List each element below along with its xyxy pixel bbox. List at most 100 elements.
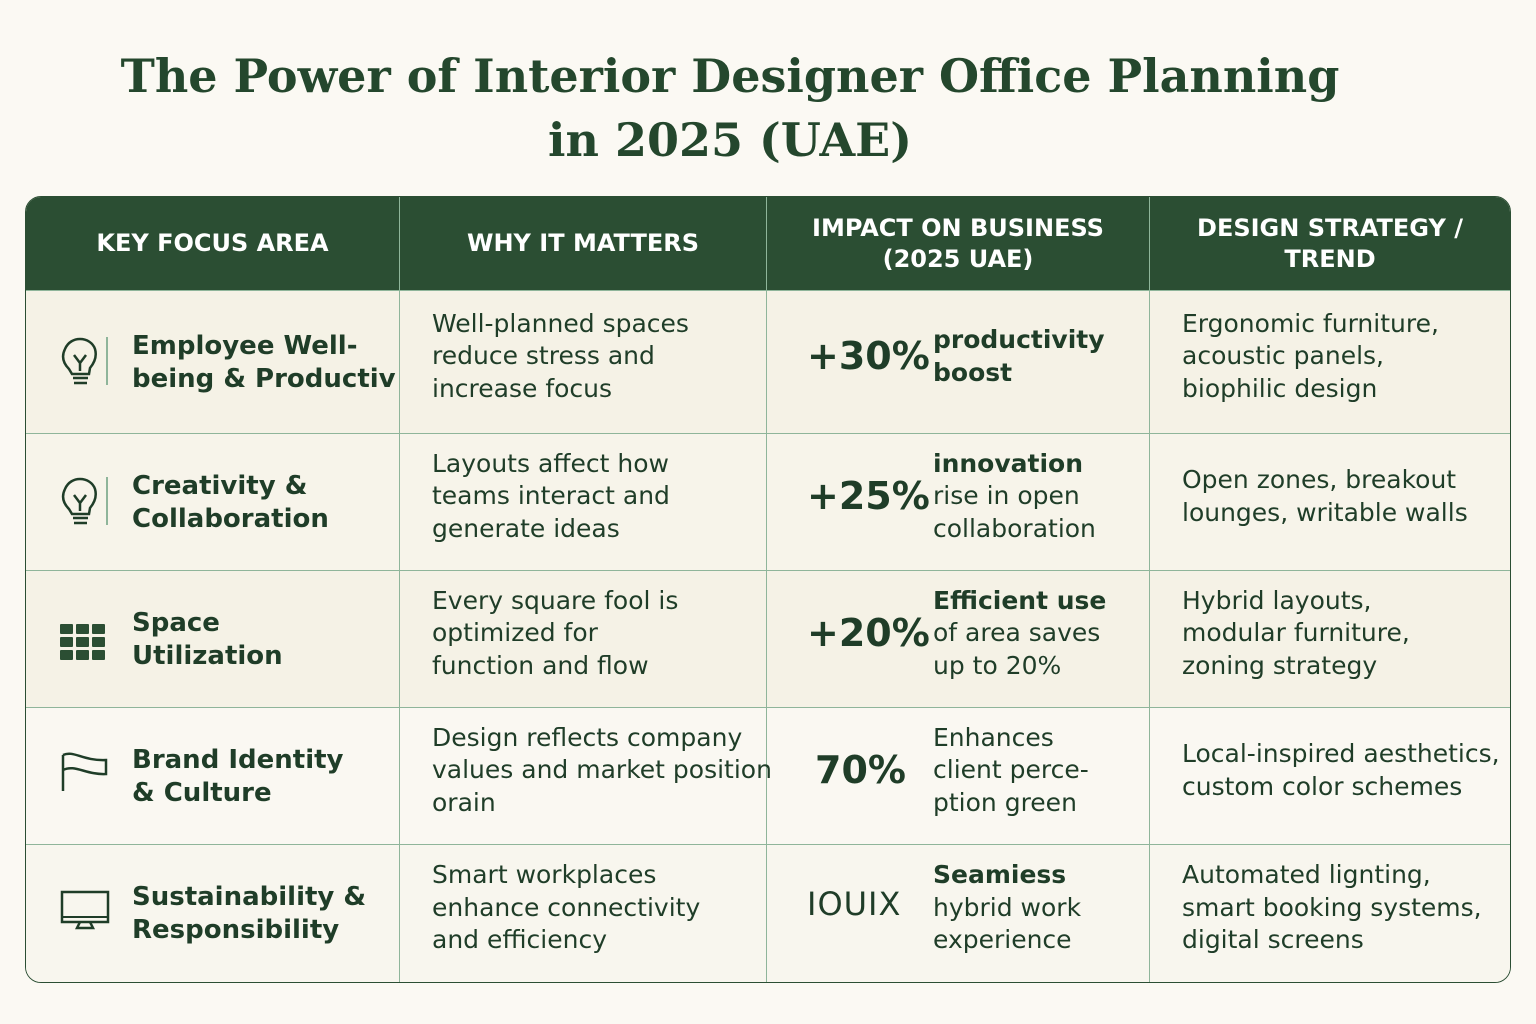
table-row: Space Utilization Every square fool is opt… [26, 570, 1510, 707]
focus-area-cell: Creativity & Collaboration [26, 434, 400, 570]
text-line: Open zones, breakout [1182, 465, 1457, 494]
why-text: Well-planned spaces reduce stress and incr… [432, 308, 689, 406]
impact-stat: +25% [807, 473, 930, 518]
text-line: collaboration [933, 513, 1096, 543]
text-line: boost [933, 357, 1013, 387]
design-strategy-cell: Open zones, breakout lounges, writable wa… [1150, 434, 1510, 570]
strategy-text: Ergonomic furniture, acoustic panels, biop… [1182, 308, 1439, 406]
text-line: & Culture [132, 777, 272, 808]
focus-area-label: Space Utilization [132, 607, 283, 673]
focus-area-cell: Brand Identity & Culture [26, 708, 400, 844]
text-line: Design reflects company [432, 722, 743, 752]
impact-cell: 70% Enhances client perce-ption green [767, 708, 1150, 844]
text-line: of area saves [933, 618, 1101, 648]
text-line: Smart workplaces [432, 860, 657, 890]
why-it-matters-cell: Layouts affect how teams interact and gene… [400, 434, 767, 570]
text-line: smart booking systems, [1182, 892, 1482, 922]
text-line: teams interact and [432, 481, 670, 511]
why-text: Smart workplaces enhance connectivity and … [432, 859, 700, 957]
impact-stat: +30% [807, 333, 930, 378]
text-line: Employee Well- [132, 330, 358, 361]
table-row: Employee Well-being & Productiv Well-pla… [26, 290, 1510, 433]
design-strategy-cell: Local-inspired aesthetics, custom color s… [1150, 708, 1510, 844]
comparison-table: KEY FOCUS AREA WHY IT MATTERS IMPACT ON … [25, 196, 1511, 983]
text-line: client perce- [933, 755, 1089, 785]
focus-area-cell: Space Utilization [26, 571, 400, 707]
table-row: Sustainability & Responsibility Smart wor… [26, 844, 1510, 982]
text-line: Creativity & [132, 470, 308, 501]
text-line: biophilic design [1182, 373, 1378, 403]
header-design-strategy: DESIGN STRATEGY / TREND [1150, 197, 1510, 290]
impact-text: productivity boost [933, 324, 1105, 389]
why-it-matters-cell: Design reflects company values and market… [400, 708, 772, 844]
text-line: ption green [933, 787, 1077, 817]
design-strategy-cell: Hybrid layouts, modular furniture, zoning … [1150, 571, 1510, 707]
why-text: Layouts affect how teams interact and gene… [432, 448, 670, 546]
text-line: hybrid work [933, 892, 1082, 922]
focus-area-label: Employee Well-being & Productiv [132, 330, 396, 396]
text-line: being & Productiv [132, 363, 396, 394]
lightbulb-icon [60, 473, 110, 533]
text-line: enhance connectivity [432, 892, 701, 922]
text-line: orain [432, 787, 496, 817]
text-line: function and flow [432, 650, 649, 680]
text-line: rise in open [933, 481, 1080, 511]
text-line: optimized for [432, 618, 598, 648]
strategy-text: Automated lignting, smart booking systems… [1182, 859, 1482, 957]
text-line: Brand Identity [132, 744, 344, 775]
table-row: Creativity & Collaboration Layouts affect… [26, 433, 1510, 570]
text-line: innovation [933, 448, 1083, 478]
table-header: KEY FOCUS AREA WHY IT MATTERS IMPACT ON … [26, 197, 1510, 290]
text-line: experience [933, 925, 1072, 955]
design-strategy-cell: Automated lignting, smart booking systems… [1150, 845, 1510, 982]
impact-cell: IOUIX Seamiess hybrid work experience [767, 845, 1150, 982]
grid-icon [60, 610, 110, 670]
text-line: lounges, writable walls [1182, 497, 1468, 527]
strategy-text: Hybrid layouts, modular furniture, zoning … [1182, 585, 1410, 683]
impact-stat: 70% [815, 747, 906, 792]
impact-text: Seamiess hybrid work experience [933, 859, 1081, 957]
text-line: modular furniture, [1182, 618, 1410, 648]
text-line: Utilization [132, 640, 283, 671]
text-line: Space [132, 607, 220, 638]
text-line: and efficiency [432, 925, 607, 955]
design-strategy-cell: Ergonomic furniture, acoustic panels, biop… [1150, 291, 1510, 433]
why-text: Design reflects company values and market… [432, 722, 772, 820]
text-line: reduce stress and [432, 341, 655, 371]
text-line: Responsibility [132, 915, 340, 945]
text-line: Efficient use [933, 585, 1107, 615]
focus-area-label: Creativity & Collaboration [132, 470, 329, 536]
impact-text: Efficient use of area saves up to 20% [933, 585, 1106, 683]
lightbulb-icon [60, 333, 110, 393]
title-line-2: in 2025 (UAE) [548, 113, 912, 167]
why-it-matters-cell: Smart workplaces enhance connectivity and … [400, 845, 767, 982]
focus-area-label: Sustainability & Responsibility [132, 881, 366, 947]
impact-text: innovation rise in open collaboration [933, 448, 1096, 546]
text-line: Hybrid layouts, [1182, 585, 1372, 615]
why-text: Every square fool is optimized for functio… [432, 585, 678, 683]
header-why-it-matters: WHY IT MATTERS [400, 197, 767, 290]
monitor-icon [60, 884, 110, 944]
strategy-text: Open zones, breakout lounges, writable wa… [1182, 464, 1468, 529]
why-it-matters-cell: Well-planned spaces reduce stress and incr… [400, 291, 767, 433]
impact-text: Enhances client perce-ption green [933, 722, 1089, 820]
text-line: Collaboration [132, 503, 329, 534]
header-strategy-text: DESIGN STRATEGY / TREND [1197, 213, 1463, 273]
text-line: Automated lignting, [1182, 860, 1431, 890]
text-line: productivity [933, 325, 1105, 354]
header-key-focus-area: KEY FOCUS AREA [26, 197, 400, 290]
text-line: increase focus [432, 373, 613, 403]
impact-cell: +25% innovation rise in open collaboration [767, 434, 1150, 570]
strategy-text: Local-inspired aesthetics, custom color s… [1182, 738, 1500, 803]
title-line-1: The Power of Interior Designer Office Pl… [120, 49, 1340, 103]
text-line: generate ideas [432, 513, 620, 543]
focus-area-label: Brand Identity & Culture [132, 744, 344, 810]
page-title: The Power of Interior Designer Office Pl… [0, 44, 1460, 172]
text-line: Enhances [933, 722, 1054, 752]
focus-area-cell: Employee Well-being & Productiv [26, 291, 400, 433]
focus-area-cell: Sustainability & Responsibility [26, 845, 400, 982]
text-line: zoning strategy [1182, 650, 1378, 680]
why-it-matters-cell: Every square fool is optimized for functio… [400, 571, 767, 707]
header-impact-on-business: IMPACT ON BUSINESS (2025 UAE) [767, 197, 1150, 290]
text-line: Ergonomic furniture, [1182, 308, 1439, 338]
